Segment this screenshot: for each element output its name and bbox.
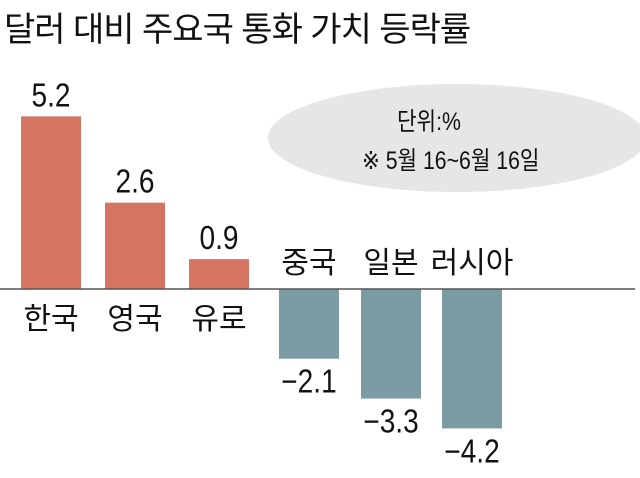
bar-5 xyxy=(442,289,502,429)
category-label-1: 영국 xyxy=(107,303,162,336)
value-label-0: 5.2 xyxy=(32,77,71,114)
value-label-3: −2.1 xyxy=(281,364,336,401)
category-label-0: 한국 xyxy=(23,303,78,336)
bar-2 xyxy=(189,259,249,289)
category-label-3: 중국 xyxy=(281,247,336,280)
category-label-4: 일본 xyxy=(363,247,418,280)
value-label-4: −3.3 xyxy=(363,403,418,440)
bar-1 xyxy=(105,202,165,289)
value-label-1: 2.6 xyxy=(116,164,155,201)
value-label-2: 0.9 xyxy=(200,220,239,257)
note-bubble xyxy=(268,84,640,192)
bar-3 xyxy=(279,289,339,359)
bar-4 xyxy=(361,289,421,399)
category-label-5: 러시아 xyxy=(431,247,514,280)
unit-note: 단위:% xyxy=(397,108,461,136)
category-label-2: 유로 xyxy=(191,303,246,336)
period-note: ※ 5월 16~6월 16일 xyxy=(362,147,540,175)
bar-0 xyxy=(21,116,81,289)
value-label-5: −4.2 xyxy=(444,433,499,470)
chart-title: 달러 대비 주요국 통화 가치 등락률 xyxy=(4,11,471,49)
